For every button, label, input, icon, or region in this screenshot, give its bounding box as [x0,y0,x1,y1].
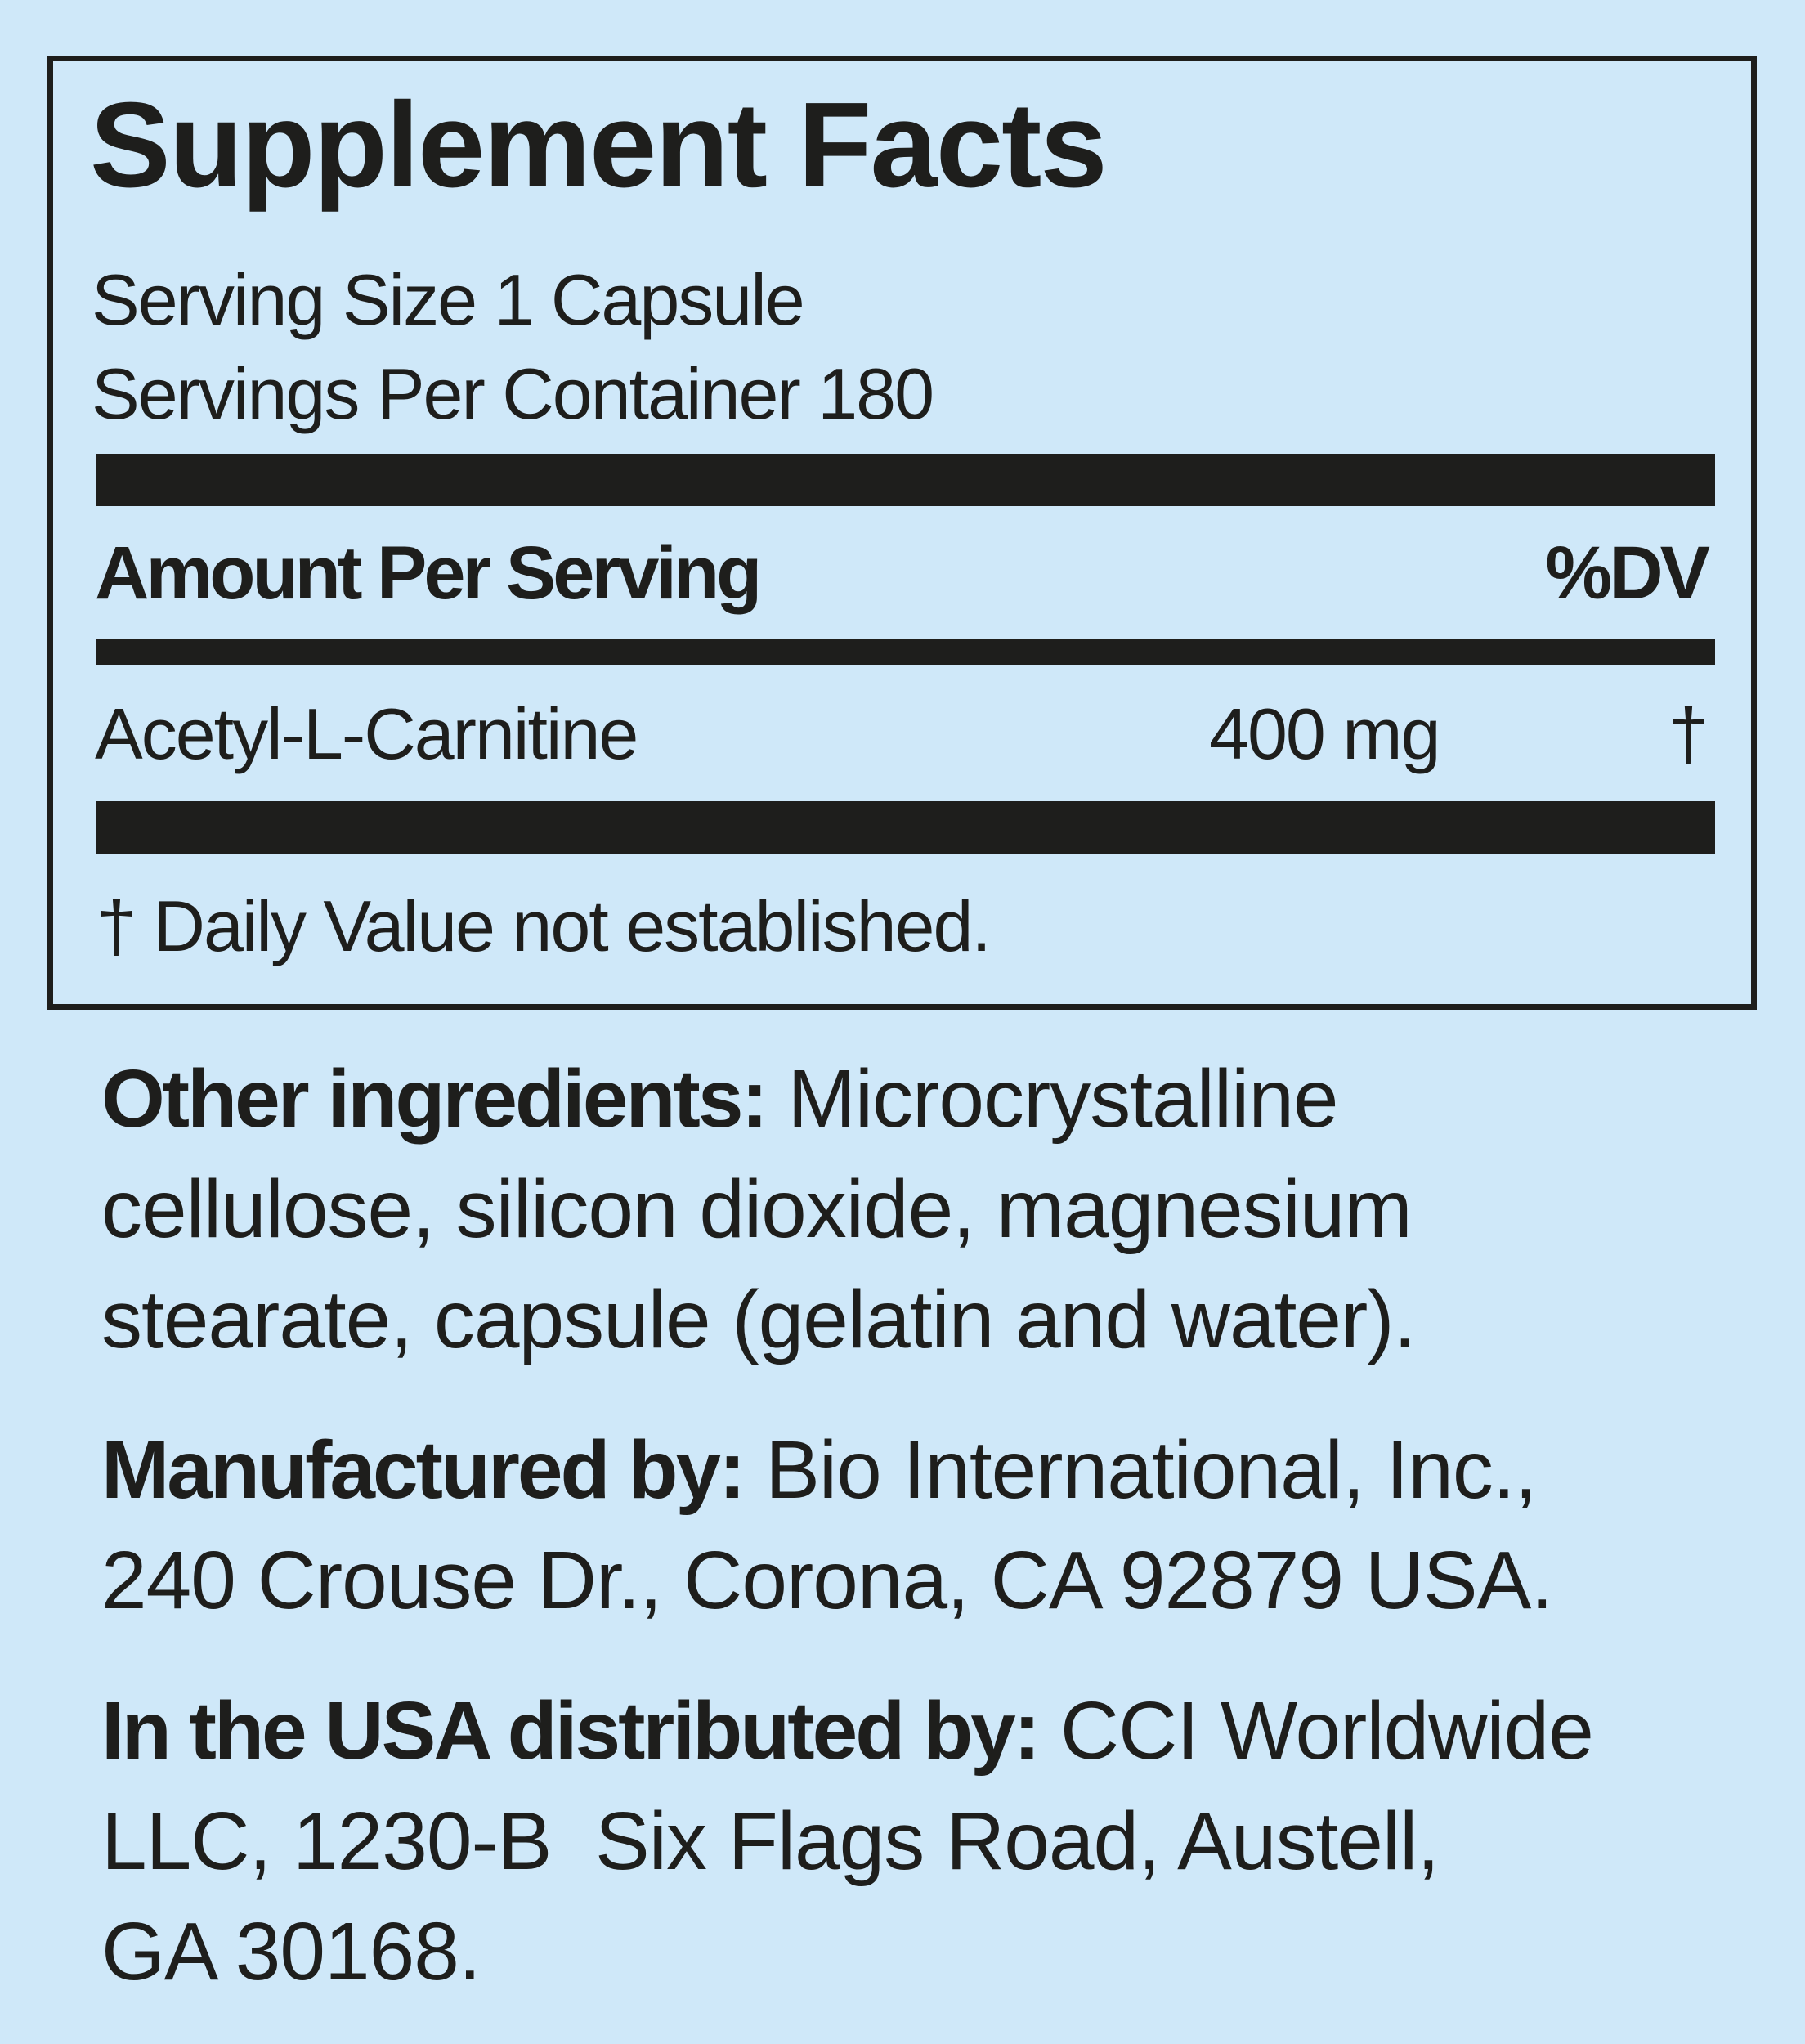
distributor-line: LLC, 1230-B Six Flags Road, Austell, [101,1795,1440,1887]
dv-header: %DV [1545,531,1710,615]
other-ingredients-line: stearate, capsule (gelatin and water). [101,1274,1416,1365]
supplement-facts-panel [47,56,1757,1010]
divider-medium [96,639,1715,665]
distributor-info: In the USA distributed by: CCI Worldwide… [101,1676,1594,2007]
manufacturer-label: Manufactured by: [101,1424,746,1516]
other-ingredients-line: Microcrystalline [765,1053,1339,1145]
distributor-line: CCI Worldwide [1038,1685,1594,1777]
servings-per-container: Servings Per Container 180 [92,353,934,434]
manufacturer-line: Bio International, Inc., [743,1424,1537,1516]
ingredient-dv: † [1668,693,1709,774]
panel-title: Supplement Facts [90,78,1108,213]
manufacturer-info: Manufactured by: Bio International, Inc.… [101,1415,1553,1636]
serving-size: Serving Size 1 Capsule [92,259,805,340]
amount-per-serving-header: Amount Per Serving [95,531,762,615]
ingredient-amount: 400 mg [1209,693,1441,774]
footnote: † Daily Value not established. [96,885,992,966]
ingredient-name: Acetyl-L-Carnitine [95,693,638,774]
other-ingredients-line: cellulose, silicon dioxide, magnesium [101,1163,1413,1255]
divider-thick [96,801,1715,854]
other-ingredients-label: Other ingredients: [101,1053,768,1145]
manufacturer-line: 240 Crouse Dr., Corona, CA 92879 USA. [101,1535,1553,1626]
distributor-line: GA 30168. [101,1906,481,1997]
distributor-label: In the USA distributed by: [101,1685,1041,1777]
divider-thick [96,454,1715,506]
other-ingredients: Other ingredients: Microcrystalline cell… [101,1044,1416,1375]
